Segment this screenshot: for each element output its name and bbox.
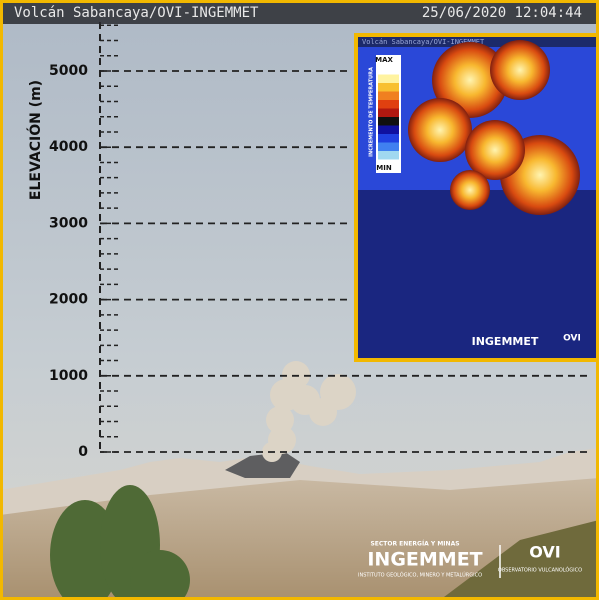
- legend-swatch: [378, 75, 399, 84]
- logo-ingemmet: INGEMMET: [367, 549, 482, 571]
- legend-max: MAX: [375, 56, 393, 64]
- legend-swatch: [378, 126, 399, 135]
- legend-swatch: [378, 151, 399, 160]
- logo-observatory: OBSERVATORIO VULCANOLÓGICO: [498, 567, 582, 574]
- legend-swatch: [378, 134, 399, 143]
- logo-sector: SECTOR ENERGÍA Y MINAS: [370, 540, 459, 548]
- legend-label: INCREMENTO DE TEMPERATURA: [369, 67, 375, 157]
- legend-swatch: [378, 100, 399, 109]
- logo-institute: INSTITUTO GEOLÓGICO, MINERO Y METALÚRGIC…: [358, 572, 482, 579]
- inset-logo: INGEMMET: [472, 335, 539, 348]
- thermal-inset: Volcán Sabancaya/OVI-INGEMMET MAX MIN IN…: [356, 35, 598, 360]
- color-legend: [376, 55, 401, 173]
- elevation-label: 1000: [49, 368, 88, 384]
- elevation-label: 4000: [49, 139, 88, 155]
- legend-swatch: [378, 109, 399, 118]
- elevation-label: 3000: [49, 215, 88, 231]
- legend-swatch: [378, 66, 399, 75]
- legend-swatch: [378, 117, 399, 126]
- elevation-label: 0: [78, 444, 88, 460]
- legend-min: MIN: [376, 164, 392, 172]
- legend-swatch: [378, 92, 399, 101]
- elevation-label: 5000: [49, 63, 88, 79]
- webcam-frame: ELEVACIÓN (m) 0 1000 2000 3000 4000 5000 Volc…: [0, 0, 599, 600]
- elevation-label: 2000: [49, 292, 88, 308]
- legend-swatch: [378, 143, 399, 152]
- header-title: Volcán Sabancaya/OVI-INGEMMET: [14, 5, 259, 21]
- inset-logo2: OVI: [563, 334, 581, 344]
- scale-label: ELEVACIÓN (m): [26, 80, 44, 200]
- header-timestamp: 25/06/2020 12:04:44: [422, 5, 582, 21]
- logo-ovi: OVI: [529, 543, 561, 562]
- legend-swatch: [378, 83, 399, 92]
